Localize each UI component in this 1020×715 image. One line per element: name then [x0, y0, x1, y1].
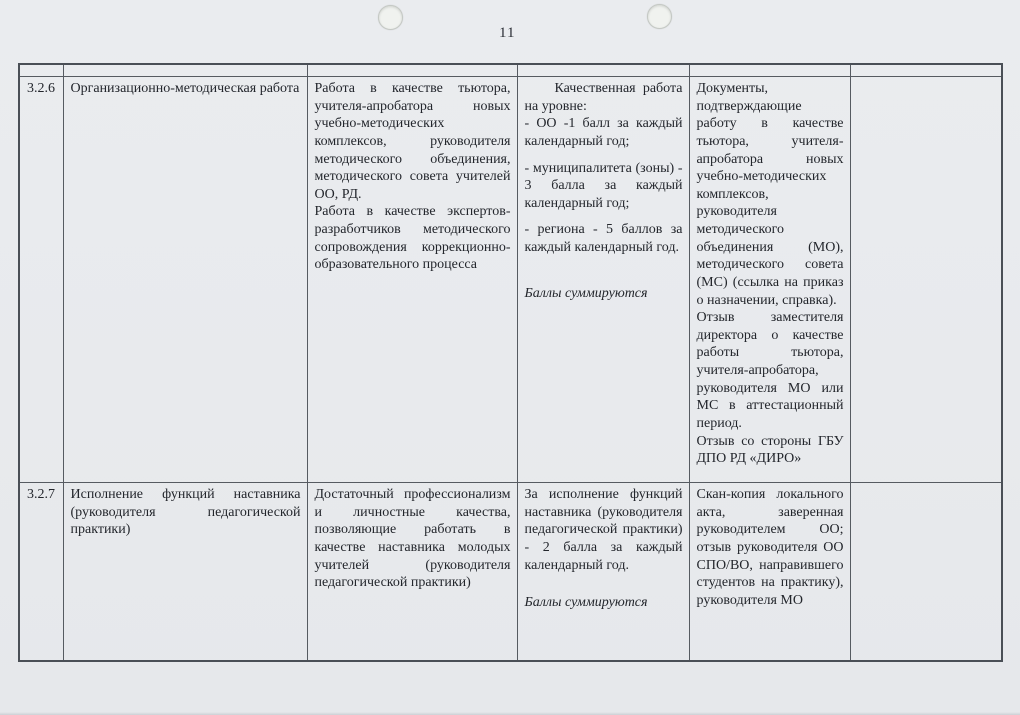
work-paragraph: Работа в качестве тьютора, учителя-апроб… [314, 81, 511, 202]
header-cell-empty [18, 63, 64, 77]
header-cell-empty [306, 63, 518, 77]
page-number: 11 [499, 25, 516, 41]
points-note: Баллы суммируются [524, 595, 648, 611]
points-intro: Качественная работа на уровне: [524, 81, 683, 114]
punch-hole-left [378, 5, 403, 30]
points-item: - региона - 5 баллов за каждый календарн… [524, 222, 683, 255]
criteria-table: 3.2.6 Организационно-методическая работа… [18, 63, 1003, 662]
cell-row-id: 3.2.7 [18, 482, 64, 662]
cell-documents: Скан-копия локального акта, заверенная р… [688, 482, 851, 662]
cell-work-description: Работа в качестве тьютора, учителя-апроб… [306, 76, 518, 483]
documents-paragraph: Скан-копия локального акта, заверенная р… [696, 487, 844, 608]
row-id: 3.2.6 [27, 81, 55, 96]
cell-points: За исполнение функций наставника (руково… [516, 482, 690, 662]
row-id: 3.2.7 [27, 487, 55, 502]
punch-hole-right [647, 4, 672, 29]
header-cell-empty [849, 63, 1003, 77]
header-cell-empty [62, 63, 308, 77]
table-row: 3.2.6 Организационно-методическая работа… [18, 76, 1003, 483]
cell-documents: Документы, подтверждающие работу в качес… [688, 76, 851, 483]
header-cell-empty [688, 63, 851, 77]
points-item: За исполнение функций наставника (руково… [524, 487, 683, 573]
work-paragraph: Достаточный профессионализм и личностные… [314, 487, 511, 591]
work-paragraph: Работа в качестве экспертов-разработчико… [314, 204, 511, 273]
criterion-text: Исполнение функций наставника (руководит… [70, 487, 301, 538]
documents-paragraph: Отзыв заместителя директора о качестве р… [696, 310, 844, 431]
cell-criterion: Исполнение функций наставника (руководит… [62, 482, 308, 662]
documents-paragraph: Документы, подтверждающие работу в качес… [696, 81, 844, 308]
cell-row-id: 3.2.6 [18, 76, 64, 483]
cell-criterion: Организационно-методическая работа [62, 76, 308, 483]
table-row: 3.2.7 Исполнение функций наставника (рук… [18, 482, 1003, 662]
header-cell-empty [516, 63, 690, 77]
table-header-row [18, 63, 1003, 77]
points-item: - муниципалитета (зоны) - 3 балла за каж… [524, 160, 683, 211]
documents-paragraph: Отзыв со стороны ГБУ ДПО РД «ДИРО» [696, 433, 844, 467]
cell-notes-empty [849, 482, 1003, 662]
points-item: - ОО -1 балл за каждый календарный год; [524, 116, 683, 149]
cell-work-description: Достаточный профессионализм и личностные… [306, 482, 518, 662]
cell-points: Качественная работа на уровне: - ОО -1 б… [516, 76, 690, 483]
cell-notes-empty [849, 76, 1003, 483]
criterion-text: Организационно-методическая работа [70, 81, 300, 96]
points-note: Баллы суммируются [524, 285, 648, 301]
